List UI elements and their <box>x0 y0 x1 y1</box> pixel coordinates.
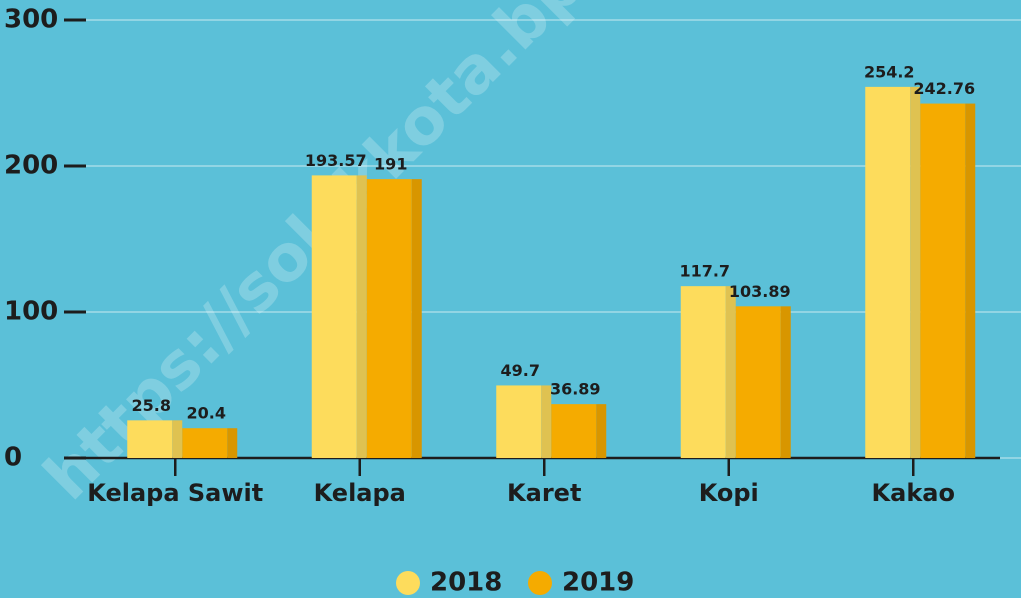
value-label: 117.7 <box>679 262 730 281</box>
y-tick-label: 300 <box>4 5 58 35</box>
bar <box>366 179 412 458</box>
bar <box>920 103 966 458</box>
bar-side <box>725 286 736 458</box>
bar-side <box>227 428 238 458</box>
value-label: 25.8 <box>132 396 171 415</box>
bar <box>865 86 911 459</box>
bar <box>311 175 357 458</box>
bar <box>735 306 781 458</box>
bar-side <box>910 86 921 459</box>
value-label: 20.4 <box>187 404 226 423</box>
bar <box>680 286 726 458</box>
x-tick-label: Kelapa Sawit <box>87 479 263 507</box>
legend-label: 2018 <box>430 568 502 598</box>
y-tick-label: 0 <box>4 443 22 473</box>
value-label: 49.7 <box>501 361 540 380</box>
bar-side <box>596 404 607 458</box>
x-tick-label: Kopi <box>699 479 759 507</box>
legend-swatch <box>396 571 420 595</box>
y-tick-label: 200 <box>4 151 58 181</box>
bar-side <box>965 103 976 458</box>
value-label: 242.76 <box>913 79 975 98</box>
legend-swatch <box>528 571 552 595</box>
bar-side <box>411 179 422 458</box>
bar <box>496 385 542 458</box>
bar-side <box>541 385 552 458</box>
value-label: 191 <box>374 155 407 174</box>
y-tick-label: 100 <box>4 297 58 327</box>
legend-label: 2019 <box>562 568 634 598</box>
bar <box>127 420 173 458</box>
value-label: 193.57 <box>305 151 367 170</box>
x-tick-label: Karet <box>507 479 581 507</box>
bar <box>182 428 228 458</box>
value-label: 254.2 <box>864 62 915 81</box>
bar-side <box>172 420 183 458</box>
bar-side <box>356 175 367 458</box>
bar <box>551 404 597 458</box>
value-label: 36.89 <box>550 380 601 399</box>
x-tick-label: Kakao <box>872 479 955 507</box>
bar-side <box>780 306 791 458</box>
x-tick-label: Kelapa <box>314 479 406 507</box>
value-label: 103.89 <box>729 282 791 301</box>
